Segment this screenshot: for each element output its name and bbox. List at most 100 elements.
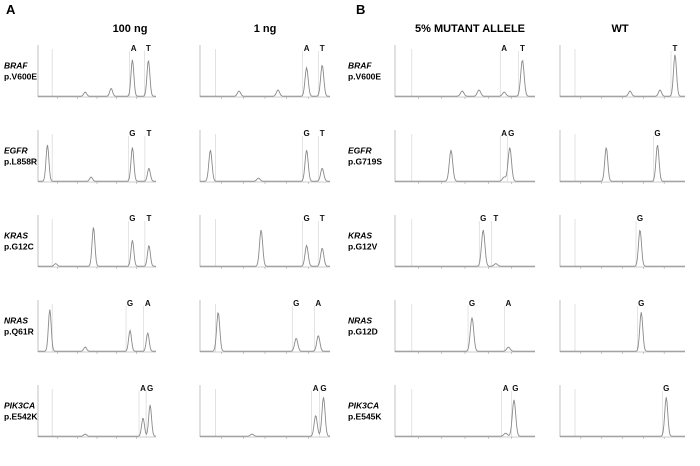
panel-b-letter: B (356, 2, 365, 17)
peak-label: G (127, 299, 133, 308)
column-title-wt: WT (611, 23, 628, 35)
row-label-variant: p.G12C (4, 241, 34, 251)
peak-label: T (146, 214, 151, 223)
column-title-5pct-mutant: 5% MUTANT ALLELE (415, 23, 525, 35)
row-label-gene: PIK3CA (4, 400, 35, 410)
row-label-gene: BRAF (4, 60, 28, 70)
peak-label: T (320, 129, 325, 138)
peak-label: G (512, 384, 518, 393)
electropherogram-plot: T (559, 44, 685, 99)
electropherogram-plot: G (559, 214, 685, 269)
row-label-variant: p.V600E (348, 71, 381, 81)
peak-label: A (503, 384, 509, 393)
trace-line (38, 144, 156, 182)
peak-label: A (313, 384, 319, 393)
column-title-1ng: 1 ng (254, 23, 277, 35)
peak-label: G (303, 214, 309, 223)
trace-line (200, 150, 330, 182)
trace-line (560, 397, 685, 437)
trace-line (200, 311, 330, 352)
trace-line (395, 147, 535, 182)
peak-label: T (493, 214, 498, 223)
peak-label: A (315, 299, 321, 308)
electropherogram-grid: A T A TG T G TG T G TG A G AA G A GA T TA G GG T GG A GA G G (37, 44, 685, 439)
trace-line (38, 404, 157, 437)
row-label-variant: p.L858R (4, 156, 37, 166)
row-label-variant: p.E545K (348, 411, 382, 421)
row-label-variant: p.V600E (4, 71, 37, 81)
peak-label: G (663, 384, 669, 393)
trace-line (200, 64, 330, 97)
peak-label: A (145, 299, 151, 308)
peak-label: G (480, 214, 486, 223)
row-label-gene: KRAS (348, 230, 372, 240)
row-label-gene: PIK3CA (348, 400, 379, 410)
peak-label: G (654, 129, 660, 138)
peak-label: G (129, 214, 135, 223)
peak-label: G (637, 214, 643, 223)
trace-line (38, 227, 156, 267)
column-title-100ng: 100 ng (113, 23, 148, 35)
peak-label: G (320, 384, 326, 393)
row-label-gene: KRAS (4, 230, 28, 240)
electropherogram-plot: G (559, 129, 685, 184)
peak-label: T (320, 214, 325, 223)
row-label-variant: p.G12D (348, 326, 378, 336)
peak-label: A (501, 129, 507, 138)
row-labels: BRAFp.V600EEGFRp.L858RKRASp.G12CNRASp.Q6… (4, 60, 382, 421)
trace-line (560, 144, 685, 182)
row-label-gene: NRAS (4, 315, 28, 325)
peak-label: T (673, 44, 678, 53)
trace-line (200, 229, 330, 267)
peak-label: A (131, 44, 137, 53)
row-label-gene: BRAF (348, 60, 372, 70)
peak-label: G (638, 299, 644, 308)
trace-line (560, 312, 685, 352)
peak-label: T (146, 129, 151, 138)
peak-label: A (501, 44, 507, 53)
row-label-variant: p.Q61R (4, 326, 34, 336)
row-label-variant: p.G12V (348, 241, 378, 251)
row-label-gene: EGFR (4, 145, 28, 155)
row-label-variant: p.G719S (348, 156, 382, 166)
peak-label: A (304, 44, 310, 53)
peak-label: G (303, 129, 309, 138)
trace-line (560, 229, 685, 267)
row-label-gene: EGFR (348, 145, 372, 155)
peak-label: G (129, 129, 135, 138)
peak-label: G (508, 129, 514, 138)
trace-line (560, 54, 685, 97)
row-label-variant: p.E542K (4, 411, 38, 421)
trace-line (395, 229, 535, 267)
peak-label: G (147, 384, 153, 393)
trace-line (38, 59, 156, 97)
trace-line (38, 309, 156, 352)
peak-label: G (293, 299, 299, 308)
trace-line (395, 399, 535, 437)
peak-label: A (140, 384, 146, 393)
panel-a-letter: A (6, 2, 16, 17)
electropherogram-plot: G (559, 299, 685, 354)
peak-label: T (320, 44, 325, 53)
peak-label: T (146, 44, 151, 53)
row-label-gene: NRAS (348, 315, 372, 325)
electropherogram-plot: G (559, 384, 685, 439)
trace-line (200, 397, 331, 437)
peak-label: T (520, 44, 525, 53)
trace-line (395, 317, 535, 352)
